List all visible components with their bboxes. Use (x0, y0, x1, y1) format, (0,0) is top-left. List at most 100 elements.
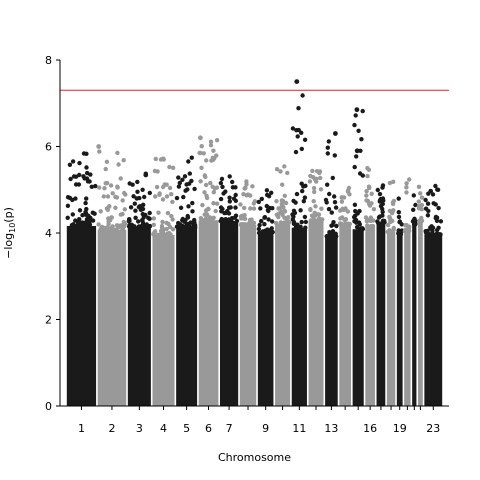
data-point (365, 166, 370, 171)
chromosome-23-dense-points (424, 234, 443, 406)
data-point (404, 185, 409, 190)
data-point (357, 171, 363, 176)
data-point (239, 216, 244, 221)
data-point (174, 195, 180, 201)
data-point (274, 167, 280, 172)
data-point (164, 226, 169, 232)
data-point (214, 138, 220, 143)
data-point (159, 231, 164, 236)
data-point (380, 183, 386, 188)
data-point (281, 204, 286, 210)
data-point (84, 165, 89, 170)
data-point (318, 175, 323, 181)
data-point (302, 195, 308, 200)
data-point (369, 191, 374, 196)
chromosome-4-dense-points (152, 234, 175, 406)
data-point (233, 198, 238, 203)
data-point (278, 169, 283, 174)
data-point (282, 193, 287, 198)
data-point (181, 194, 186, 200)
data-point (419, 202, 425, 208)
data-point (387, 208, 393, 214)
data-point (382, 218, 387, 224)
data-point (211, 148, 216, 153)
data-point (184, 182, 189, 187)
data-point (368, 215, 373, 220)
data-point (97, 149, 102, 154)
data-point (177, 180, 182, 186)
data-point (234, 218, 240, 224)
data-point (303, 183, 308, 188)
data-point (433, 202, 438, 207)
data-point (283, 200, 289, 206)
data-point (375, 187, 380, 193)
data-point (178, 205, 184, 210)
data-point (404, 223, 409, 228)
data-point (343, 206, 348, 211)
data-point (105, 194, 111, 199)
data-point (243, 185, 248, 190)
data-point (113, 194, 118, 200)
x-tick-label: 7 (226, 422, 233, 435)
data-point (202, 173, 207, 178)
data-point (186, 159, 191, 164)
data-point (365, 224, 370, 229)
x-tick-label: 1 (78, 422, 85, 435)
top-hit-point (354, 148, 360, 154)
data-point (396, 210, 401, 215)
data-point (126, 218, 131, 224)
data-point (411, 207, 416, 212)
data-point (115, 184, 120, 189)
data-point (387, 214, 392, 220)
data-point (208, 180, 213, 186)
data-point (147, 190, 152, 196)
top-hit-point (333, 131, 338, 136)
data-point (274, 221, 279, 226)
data-point (214, 153, 219, 158)
data-point (135, 189, 140, 194)
data-point (210, 157, 216, 163)
data-point (144, 222, 149, 227)
data-point (134, 196, 139, 201)
data-point (176, 184, 182, 189)
data-point (162, 182, 167, 187)
data-point (377, 191, 383, 197)
data-point (352, 122, 357, 128)
data-point (347, 221, 352, 227)
data-point (107, 204, 112, 209)
data-point (140, 206, 146, 212)
data-point (269, 229, 275, 234)
data-point (227, 174, 232, 179)
data-point (241, 192, 246, 197)
data-point (314, 176, 319, 181)
data-point (417, 218, 422, 223)
data-point (258, 206, 263, 211)
data-point (161, 157, 166, 162)
data-point (240, 222, 245, 227)
data-point (312, 189, 317, 195)
data-point (355, 211, 360, 216)
data-point (352, 164, 357, 170)
data-point (76, 182, 82, 187)
data-point (77, 160, 82, 166)
data-point (380, 209, 385, 215)
data-point (90, 210, 96, 215)
data-point (108, 183, 114, 188)
data-point (80, 213, 85, 218)
data-point (356, 128, 361, 133)
data-point (265, 227, 270, 232)
data-point (266, 194, 272, 199)
data-point (266, 217, 271, 222)
data-point (248, 222, 253, 227)
top-hit-point (354, 107, 360, 113)
data-point (360, 108, 365, 114)
data-point (430, 192, 436, 197)
data-point (301, 199, 306, 204)
data-point (204, 158, 209, 163)
data-point (333, 205, 339, 210)
data-point (256, 226, 262, 232)
y-axis-title: −log10(p) (2, 207, 17, 259)
data-point (319, 206, 324, 211)
data-point (96, 222, 101, 227)
data-point (267, 205, 272, 211)
